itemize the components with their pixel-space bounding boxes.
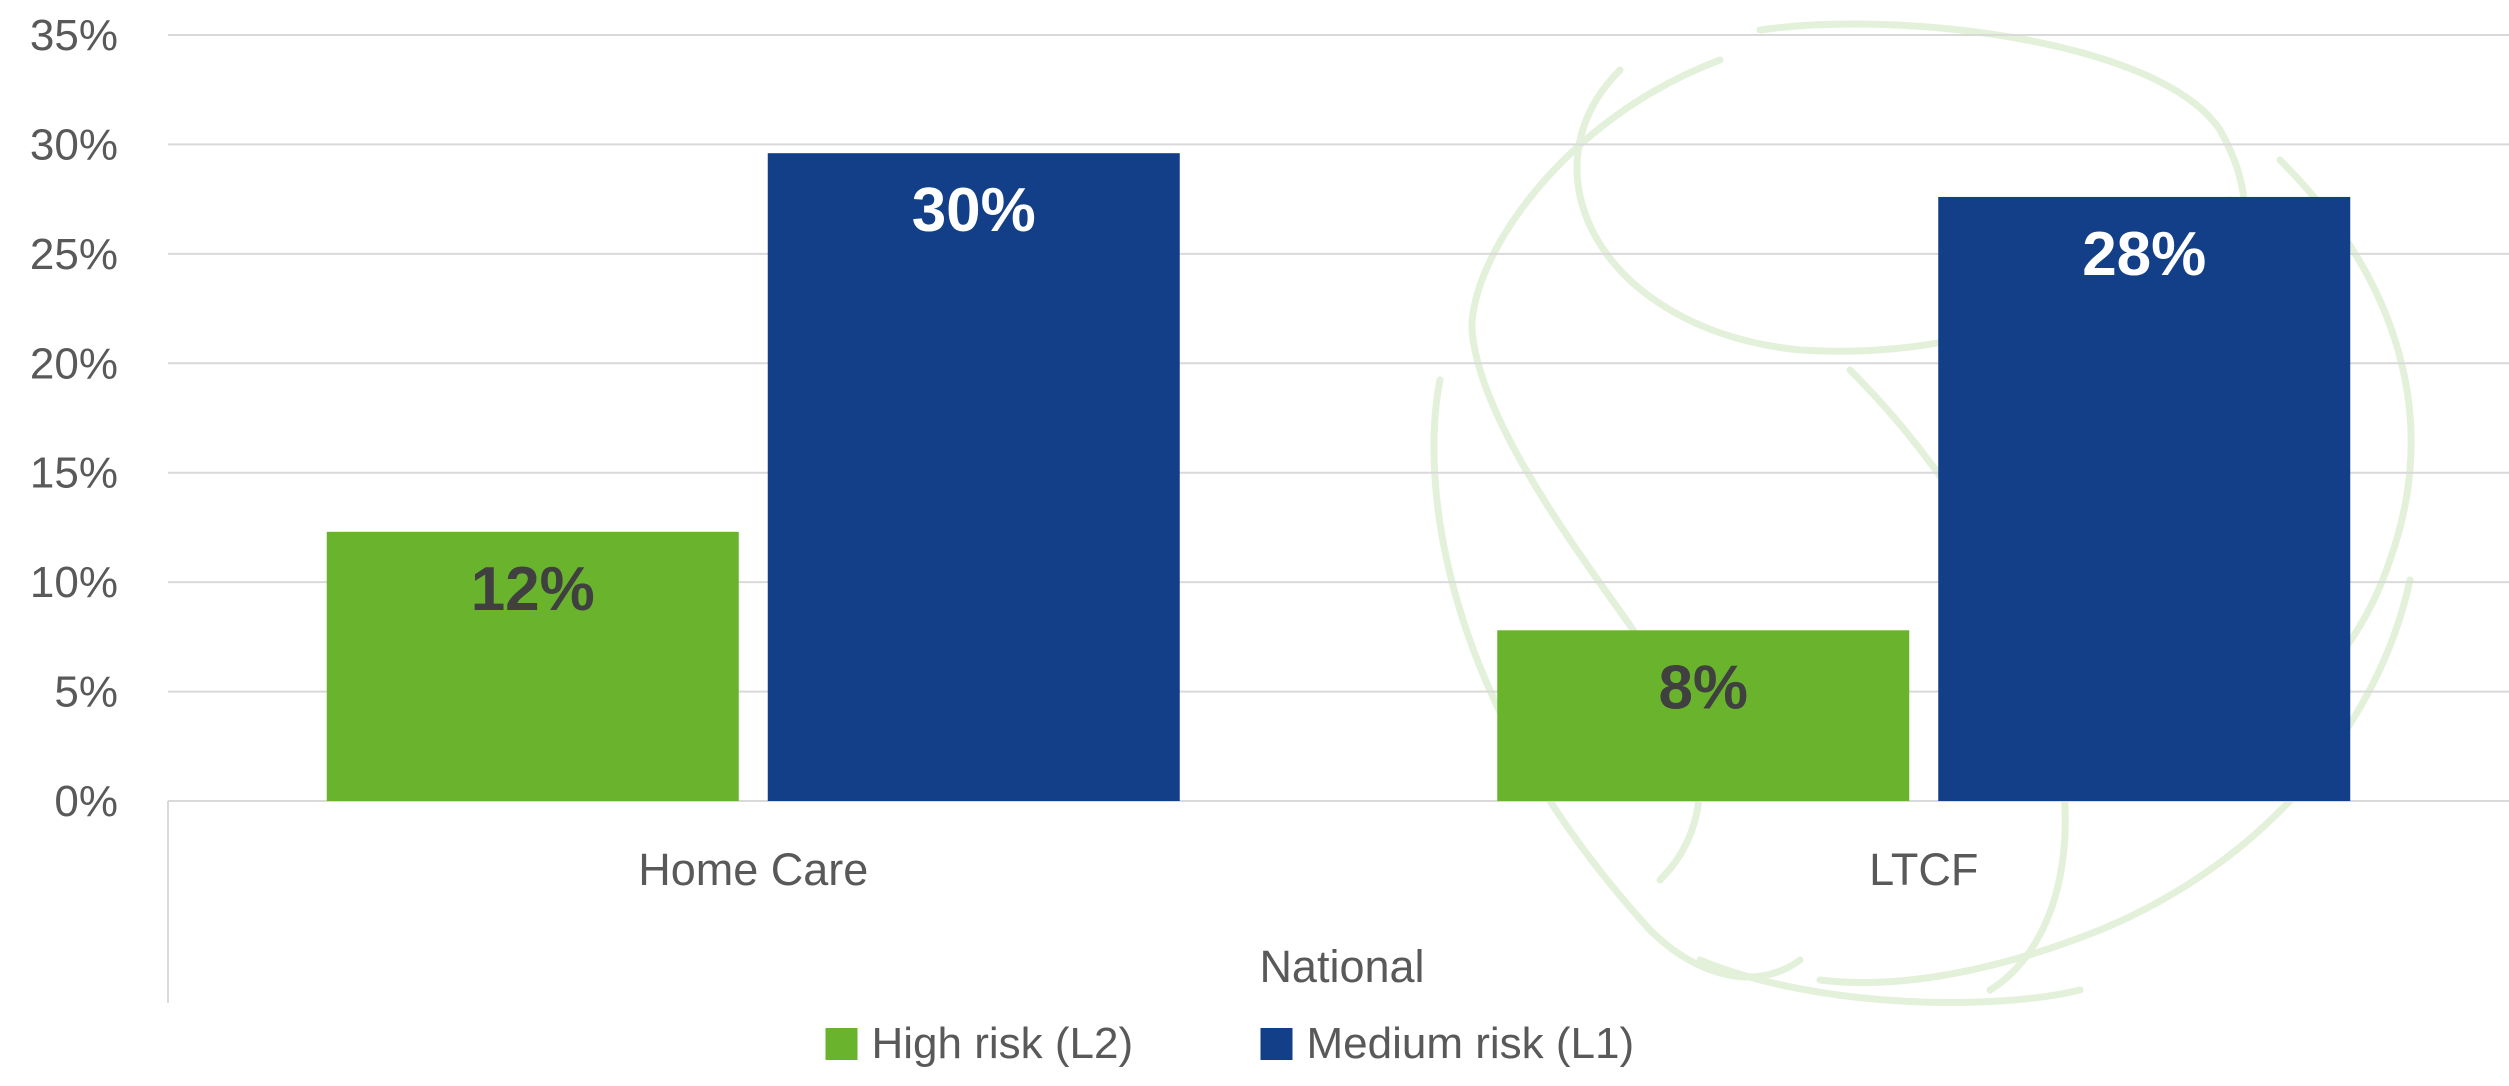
y-tick-label: 10% <box>30 558 118 607</box>
legend-label: High risk (L2) <box>872 1019 1134 1068</box>
legend: High risk (L2) Medium risk (L1) <box>825 1019 1635 1068</box>
x-category-label: LTCF <box>1869 844 1978 895</box>
legend-label: Medium risk (L1) <box>1307 1019 1635 1068</box>
x-category-label: Home Care <box>638 844 868 895</box>
legend-swatch <box>1260 1028 1293 1060</box>
y-tick-label: 0% <box>54 777 118 826</box>
bar <box>326 531 739 801</box>
y-tick-label: 25% <box>30 230 118 279</box>
bar <box>767 153 1180 801</box>
y-tick-label: 35% <box>30 11 118 60</box>
bars: 12% 30% 8% 28% <box>326 153 2351 801</box>
bar <box>1497 630 1910 801</box>
y-tick-label: 5% <box>54 668 118 717</box>
axes: 0% 5% 10% 15% 20% 25% 30% 35% Home Care LTCF <box>30 11 1978 1003</box>
legend-swatch <box>825 1028 858 1060</box>
bar <box>1938 196 2351 801</box>
bar-data-label: 30% <box>912 176 1036 245</box>
bar-data-label: 12% <box>471 555 595 624</box>
bar-data-label: 8% <box>1658 653 1748 722</box>
y-tick-label: 30% <box>30 120 118 169</box>
y-tick-label: 15% <box>30 449 118 498</box>
bar-data-label: 28% <box>2082 220 2206 289</box>
group-axis-label: National <box>1259 941 1424 992</box>
y-tick-label: 20% <box>30 339 118 388</box>
